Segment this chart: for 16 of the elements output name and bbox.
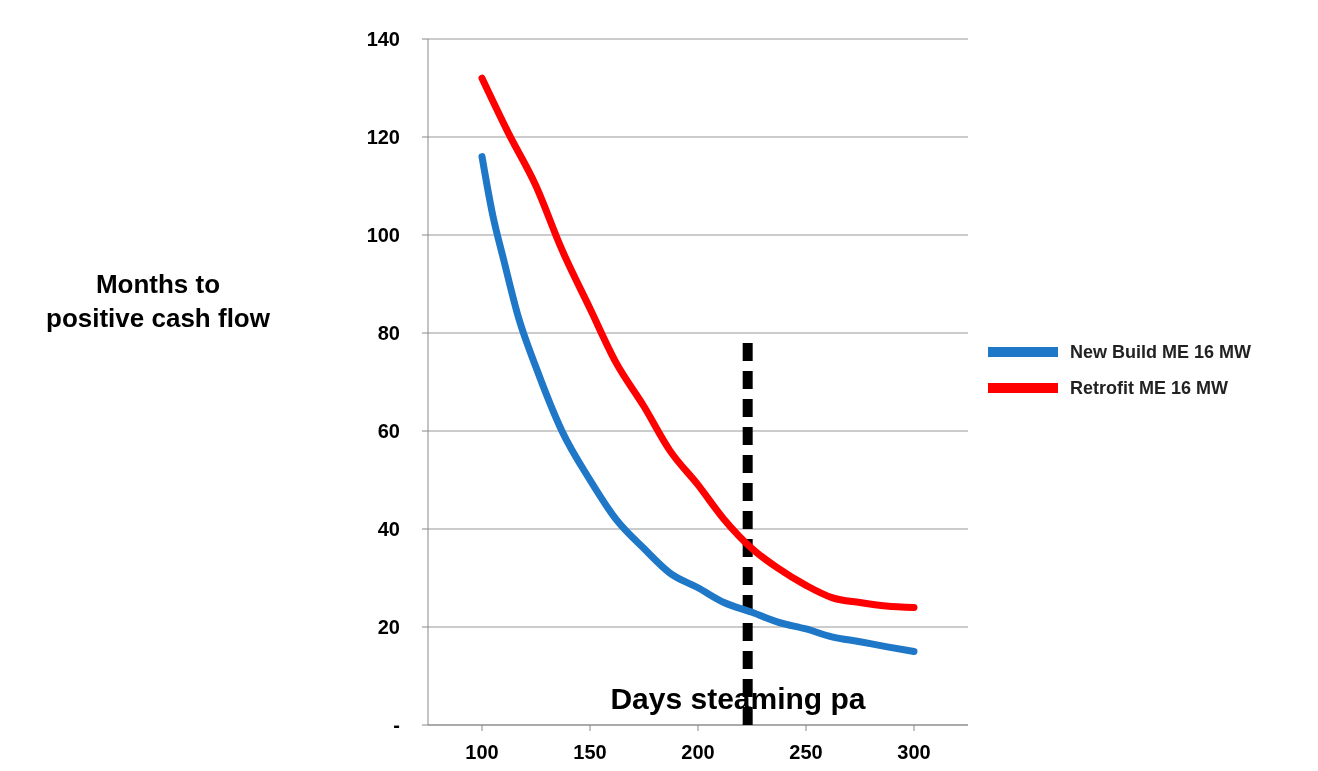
x-tick-label: 150: [573, 741, 607, 763]
y-axis-title: Months to positive cash flow: [46, 269, 271, 333]
x-tick-label: 200: [681, 741, 715, 763]
y-tick-label: 100: [366, 224, 400, 246]
y-tick-label: 60: [377, 420, 400, 442]
x-tick-label: 300: [897, 741, 931, 763]
y-tick-label: -: [393, 714, 400, 736]
x-tick-label: 250: [789, 741, 823, 763]
y-tick-label: 120: [366, 126, 400, 148]
y-tick-label: 40: [377, 518, 400, 540]
legend-label: Retrofit ME 16 MW: [1070, 378, 1229, 399]
y-tick-label: 20: [377, 616, 400, 638]
legend-label: New Build ME 16 MW: [1070, 342, 1252, 363]
x-tick-label: 100: [465, 741, 499, 763]
y-tick-label: 80: [377, 322, 400, 344]
y-tick-label: 140: [366, 28, 400, 50]
